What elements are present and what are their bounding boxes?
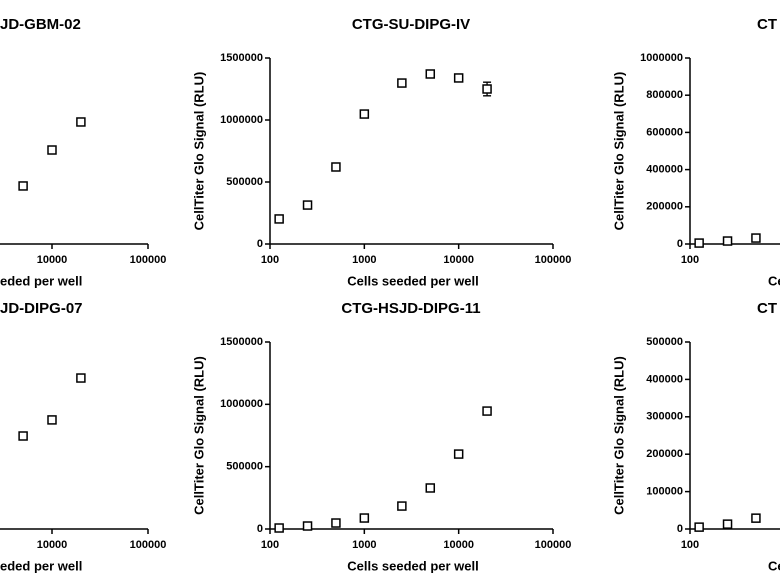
y-tick-label: 1500000 [220, 336, 263, 348]
y-tick-label: 500000 [646, 336, 683, 348]
point [425, 69, 436, 79]
chart-title: JD-DIPG-07 [0, 300, 83, 317]
point [359, 513, 370, 523]
point [453, 449, 464, 459]
x-tick-label: 100 [681, 539, 699, 551]
x-tick-label: 100000 [535, 539, 572, 551]
y-axis-label: CellTiter Glo Signal (RLU) [611, 72, 626, 231]
y-axis-label: CellTiter Glo Signal (RLU) [191, 72, 206, 231]
y-tick-label: 0 [257, 523, 263, 535]
y-tick-label: 800000 [646, 89, 683, 101]
x-tick-label: 1000 [352, 539, 376, 551]
x-axis-label: Cells seeded per well [347, 273, 479, 288]
point [694, 238, 704, 248]
y-tick-label: 0 [257, 238, 263, 250]
point [274, 523, 284, 533]
x-tick-label: 10000 [443, 539, 474, 551]
y-tick-label: 0 [677, 238, 683, 250]
y-tick-label: 600000 [646, 126, 683, 138]
y-tick-label: 500000 [226, 176, 263, 188]
y-tick-label: 200000 [646, 448, 683, 460]
y-tick-label: 400000 [646, 373, 683, 385]
y-tick-label: 1000000 [220, 398, 263, 410]
x-axis-label: eded per well [0, 273, 82, 288]
x-tick-label: 100000 [535, 254, 572, 266]
x-tick-label: 10000 [443, 254, 474, 266]
y-axis-label: CellTiter Glo Signal (RLU) [611, 356, 626, 515]
point [453, 73, 464, 83]
point [751, 233, 761, 243]
point [482, 84, 492, 94]
x-tick-label: 10000 [37, 539, 68, 551]
point [722, 519, 733, 529]
x-axis-label: Cells seeded per well [347, 558, 479, 573]
point [359, 109, 370, 119]
x-axis-label: eded per well [0, 558, 82, 573]
x-tick-label: 1000 [352, 254, 376, 266]
y-tick-label: 0 [677, 523, 683, 535]
point [47, 145, 57, 155]
x-tick-label: 100000 [130, 254, 167, 266]
point [76, 373, 86, 383]
point [18, 431, 28, 441]
y-axis-label: CellTiter Glo Signal (RLU) [191, 356, 206, 515]
x-axis-label: Cel [768, 558, 780, 573]
chart-title: CTG-HSJD-DIPG-11 [341, 300, 480, 317]
point [482, 406, 492, 416]
x-tick-label: 10000 [37, 254, 68, 266]
point [331, 518, 341, 528]
y-tick-label: 500000 [226, 461, 263, 473]
point [302, 521, 313, 531]
point [274, 214, 284, 224]
point [302, 200, 313, 210]
point [47, 415, 57, 425]
point [397, 501, 407, 511]
x-axis-label: Cel [768, 273, 780, 288]
chart-title: CT [757, 300, 777, 317]
y-tick-label: 1000000 [220, 114, 263, 126]
y-tick-label: 1500000 [220, 52, 263, 64]
point [751, 513, 761, 523]
x-tick-label: 100 [261, 254, 279, 266]
y-tick-label: 1000000 [640, 52, 683, 64]
point [694, 522, 704, 532]
point [425, 483, 436, 493]
chart-title: CT [757, 16, 777, 33]
x-tick-label: 100000 [130, 539, 167, 551]
y-tick-label: 200000 [646, 201, 683, 213]
point [722, 236, 733, 246]
chart-title: CTG-SU-DIPG-IV [352, 16, 470, 33]
point [331, 162, 341, 172]
chart-title: JD-GBM-02 [0, 16, 81, 33]
point [18, 181, 28, 191]
x-tick-label: 100 [261, 539, 279, 551]
x-tick-label: 100 [681, 254, 699, 266]
y-tick-label: 300000 [646, 411, 683, 423]
y-tick-label: 100000 [646, 486, 683, 498]
y-tick-label: 400000 [646, 164, 683, 176]
point [76, 117, 86, 127]
point [397, 78, 407, 88]
